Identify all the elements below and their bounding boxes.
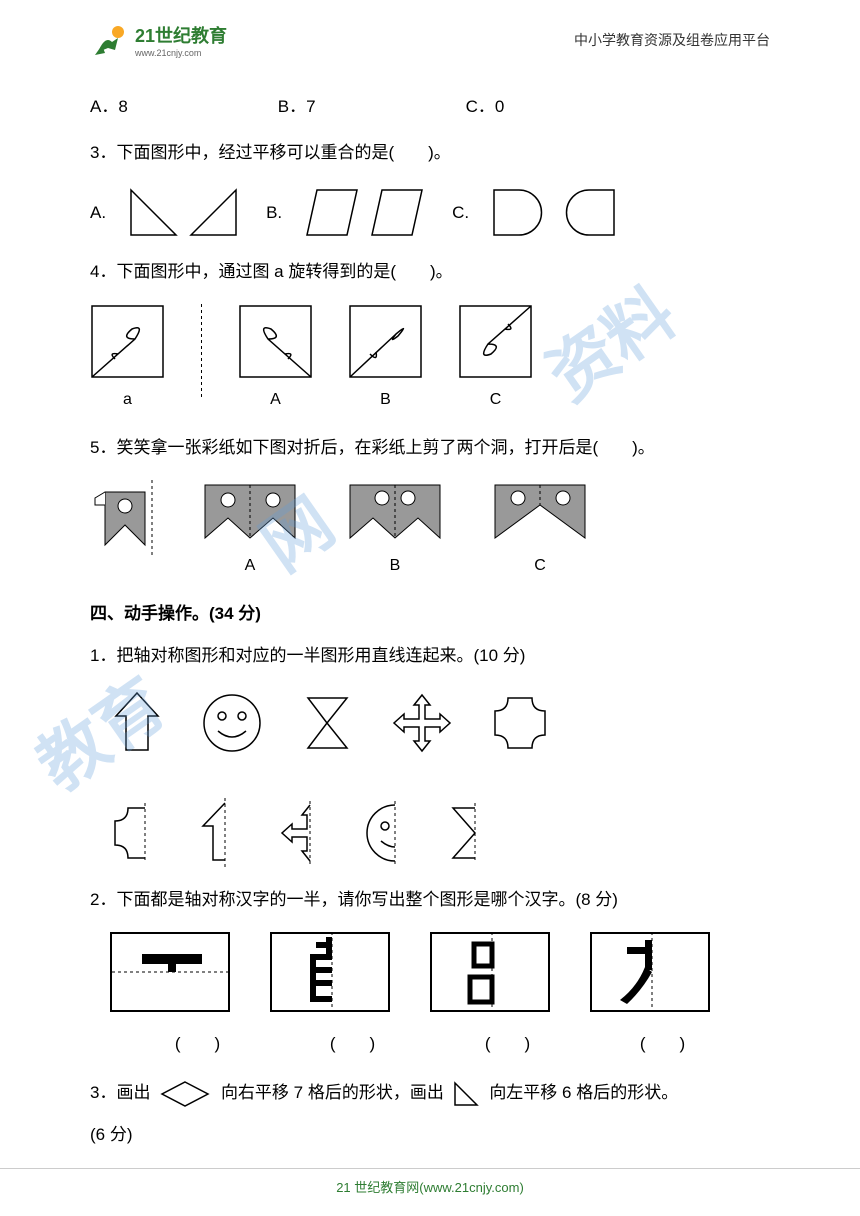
logo-icon bbox=[90, 20, 130, 60]
main-content: A．8 B．7 C．0 3．下面图形中，经过平移可以重合的是( )。 A. B.… bbox=[0, 70, 860, 1152]
arrow-icon bbox=[110, 688, 165, 758]
section-4-title: 四、动手操作。(34 分) bbox=[90, 597, 770, 631]
logo-sub-text: www.21cnjy.com bbox=[135, 48, 227, 58]
blank-1: ( ) bbox=[175, 1027, 220, 1061]
q4-fig-C bbox=[458, 304, 533, 379]
q3-label-b: B. bbox=[266, 196, 282, 230]
q5-label-B: B bbox=[390, 550, 401, 582]
sec4-q2-boxes bbox=[110, 932, 750, 1012]
q5-original bbox=[90, 480, 160, 555]
char-box-3 bbox=[430, 932, 550, 1012]
logo: 21世纪教育 www.21cnjy.com bbox=[90, 20, 227, 60]
triangle-icon bbox=[452, 1080, 482, 1108]
octagon-icon bbox=[490, 693, 550, 753]
char-box-2 bbox=[270, 932, 390, 1012]
sec4-q3: 3．画出 向右平移 7 格后的形状，画出 向左平移 6 格后的形状。 bbox=[90, 1076, 770, 1110]
question-4: 4．下面图形中，通过图 a 旋转得到的是( )。 bbox=[90, 255, 770, 289]
blank-2: ( ) bbox=[330, 1027, 375, 1061]
sec4-q3-b: 向右平移 7 格后的形状，画出 bbox=[221, 1083, 444, 1102]
half-arrow-icon bbox=[195, 798, 230, 868]
q5-label-A: A bbox=[245, 550, 256, 582]
divider-line bbox=[200, 304, 203, 399]
header-right-text: 中小学教育资源及组卷应用平台 bbox=[574, 30, 770, 50]
q3-option-b-shape bbox=[302, 185, 432, 240]
q5-figures: A B C bbox=[90, 480, 770, 582]
half-smiley-icon bbox=[360, 801, 400, 866]
cross-arrow-icon bbox=[390, 691, 455, 756]
hourglass-icon bbox=[300, 693, 355, 753]
q3-figures: A. B. C. bbox=[90, 185, 770, 240]
smiley-icon bbox=[200, 691, 265, 756]
option-b: B．7 bbox=[278, 90, 316, 124]
sec4-q3-d: (6 分) bbox=[90, 1118, 770, 1152]
char-box-4 bbox=[590, 932, 710, 1012]
footer-text: 21 世纪教育网(www.21cnjy.com) bbox=[0, 1177, 860, 1196]
q3-label-c: C. bbox=[452, 196, 469, 230]
sec4-q2-blanks: ( ) ( ) ( ) ( ) bbox=[90, 1027, 770, 1061]
q4-fig-B bbox=[348, 304, 423, 379]
q3-option-c-shape bbox=[489, 185, 619, 240]
page-header: 21世纪教育 www.21cnjy.com 中小学教育资源及组卷应用平台 bbox=[0, 0, 860, 70]
half-cross-icon bbox=[275, 801, 315, 866]
blank-4: ( ) bbox=[640, 1027, 685, 1061]
question-5: 5．笑笑拿一张彩纸如下图对折后，在彩纸上剪了两个洞，打开后是( )。 bbox=[90, 431, 770, 465]
q3-option-a-shape bbox=[126, 185, 246, 240]
option-c: C．0 bbox=[466, 90, 505, 124]
q4-label-A: A bbox=[270, 384, 281, 416]
logo-main-text: 21世纪教育 bbox=[135, 22, 227, 48]
q5-label-C: C bbox=[534, 550, 546, 582]
question-3: 3．下面图形中，经过平移可以重合的是( )。 bbox=[90, 136, 770, 170]
q4-fig-A bbox=[238, 304, 313, 379]
question2-options: A．8 B．7 C．0 bbox=[90, 90, 770, 124]
sec4-q2: 2．下面都是轴对称汉字的一半，请你写出整个图形是哪个汉字。(8 分) bbox=[90, 883, 770, 917]
page-footer: 21 世纪教育网(www.21cnjy.com) bbox=[0, 1168, 860, 1196]
q4-label-a: a bbox=[123, 384, 132, 416]
half-octagon-icon bbox=[110, 803, 150, 863]
sec4-q1: 1．把轴对称图形和对应的一半图形用直线连起来。(10 分) bbox=[90, 639, 770, 673]
sec4-q3-a: 3．画出 bbox=[90, 1083, 150, 1102]
q5-option-B bbox=[340, 480, 450, 545]
option-a: A．8 bbox=[90, 90, 128, 124]
sec4-q1-bottom-row bbox=[110, 798, 770, 868]
q5-option-C bbox=[485, 480, 595, 545]
q4-figures: a A B C bbox=[90, 304, 770, 416]
half-hourglass-icon bbox=[445, 803, 480, 863]
char-box-1 bbox=[110, 932, 230, 1012]
q5-option-A bbox=[195, 480, 305, 545]
blank-3: ( ) bbox=[485, 1027, 530, 1061]
q4-label-C: C bbox=[490, 384, 502, 416]
q4-label-B: B bbox=[380, 384, 391, 416]
q3-label-a: A. bbox=[90, 196, 106, 230]
q4-fig-a bbox=[90, 304, 165, 379]
sec4-q3-c: 向左平移 6 格后的形状。 bbox=[489, 1083, 678, 1102]
diamond-icon bbox=[158, 1079, 213, 1109]
sec4-q1-top-row bbox=[110, 688, 770, 758]
